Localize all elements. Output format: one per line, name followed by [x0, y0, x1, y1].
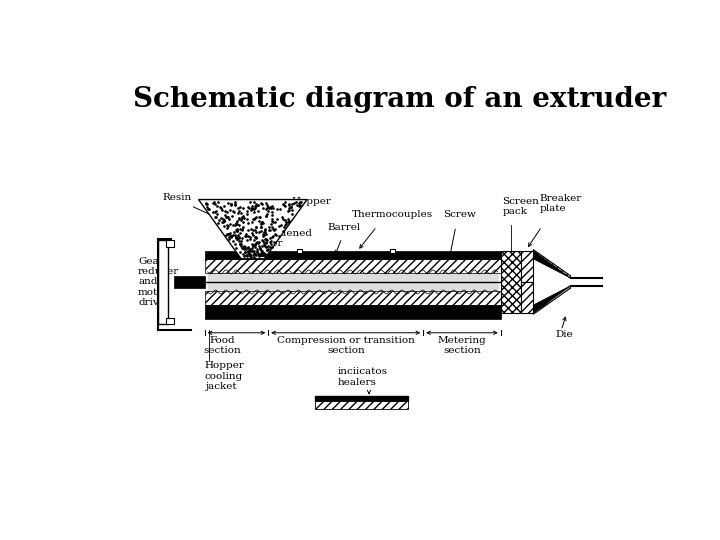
Polygon shape [199, 200, 307, 259]
Text: Mardened
liner: Mardened liner [259, 229, 313, 248]
Bar [521, 282, 534, 313]
Text: Thermocouples: Thermocouples [352, 210, 433, 219]
Text: Gear
reducer
and
motor
drive: Gear reducer and motor drive [138, 256, 179, 307]
Text: Resin: Resin [162, 193, 192, 202]
Text: Hopper: Hopper [292, 197, 331, 206]
Bar [166, 318, 174, 325]
Text: Hopper
cooling
jacket: Hopper cooling jacket [204, 361, 245, 391]
Bar [158, 240, 168, 325]
Bar [315, 396, 408, 401]
Bar [204, 251, 500, 259]
Text: Breaker
plate: Breaker plate [539, 194, 582, 213]
Bar [297, 249, 302, 253]
Text: Compression or transition
section: Compression or transition section [276, 336, 415, 355]
Polygon shape [534, 251, 570, 278]
Text: Metering
section: Metering section [438, 336, 487, 355]
Bar [315, 401, 408, 409]
Bar [521, 251, 534, 282]
Text: Die: Die [555, 330, 572, 339]
Bar [204, 305, 500, 313]
Bar [166, 240, 174, 247]
Text: Food
section: Food section [204, 336, 241, 355]
Text: Barrel: Barrel [328, 223, 361, 232]
Bar [500, 251, 521, 313]
Bar [204, 259, 500, 273]
Polygon shape [534, 249, 570, 278]
Text: Screw: Screw [443, 210, 475, 219]
Bar [204, 291, 500, 305]
Text: Schematic diagram of an extruder: Schematic diagram of an extruder [132, 86, 666, 113]
Polygon shape [534, 286, 570, 313]
Text: Screen
pack: Screen pack [503, 197, 539, 217]
Polygon shape [534, 286, 570, 314]
Bar [204, 313, 500, 319]
Bar [174, 276, 204, 288]
Bar [390, 249, 395, 253]
Text: inciicatos
healers: inciicatos healers [338, 367, 388, 387]
